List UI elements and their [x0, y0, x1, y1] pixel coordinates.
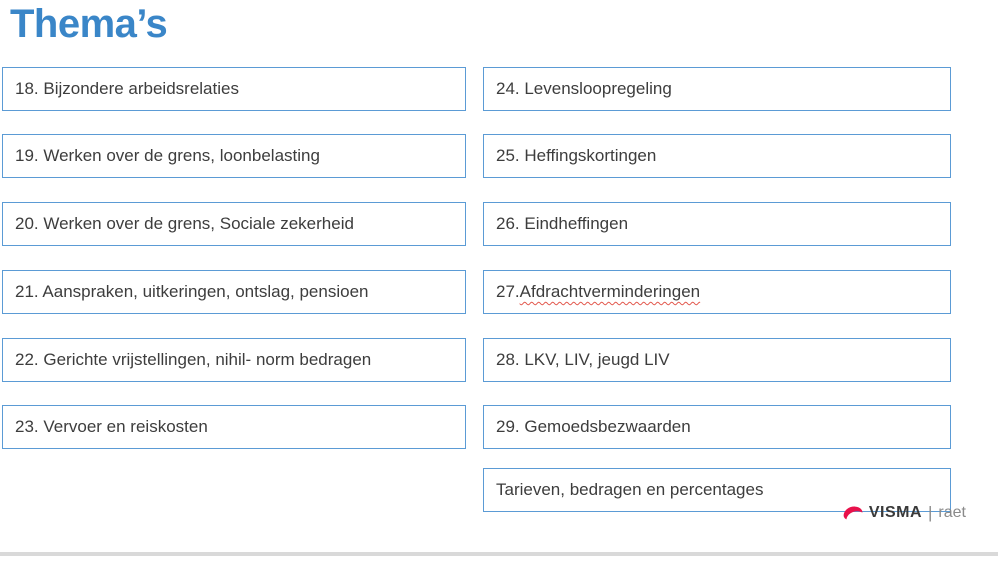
- theme-box-23-label: 23. Vervoer en reiskosten: [15, 417, 208, 436]
- theme-box-21[interactable]: 21. Aanspraken, uitkeringen, ontslag, pe…: [2, 270, 466, 314]
- theme-box-24-label: 24. Levensloopregeling: [496, 79, 672, 98]
- theme-box-24[interactable]: 24. Levensloopregeling: [483, 67, 951, 111]
- raet-wordmark: raet: [938, 504, 966, 521]
- theme-box-21-label: 21. Aanspraken, uitkeringen, ontslag, pe…: [15, 282, 369, 301]
- visma-swoosh-icon: [843, 506, 863, 520]
- theme-box-23[interactable]: 23. Vervoer en reiskosten: [2, 405, 466, 449]
- theme-box-28-label: 28. LKV, LIV, jeugd LIV: [496, 350, 670, 369]
- theme-box-25-label: 25. Heffingskortingen: [496, 146, 657, 165]
- theme-box-29-label: 29. Gemoedsbezwaarden: [496, 417, 691, 436]
- theme-box-20-label: 20. Werken over de grens, Sociale zekerh…: [15, 214, 354, 233]
- theme-box-26-label: 26. Eindheffingen: [496, 214, 629, 233]
- theme-box-22-label: 22. Gerichte vrijstellingen, nihil- norm…: [15, 350, 372, 369]
- theme-box-28[interactable]: 28. LKV, LIV, jeugd LIV: [483, 338, 951, 382]
- theme-box-29[interactable]: 29. Gemoedsbezwaarden: [483, 405, 951, 449]
- theme-box-25[interactable]: 25. Heffingskortingen: [483, 134, 951, 178]
- theme-box-27[interactable]: 27. Afdrachtverminderingen: [483, 270, 951, 314]
- theme-box-26[interactable]: 26. Eindheffingen: [483, 202, 951, 246]
- page-title: Thema’s: [10, 2, 168, 46]
- theme-box-18[interactable]: 18. Bijzondere arbeidsrelaties: [2, 67, 466, 111]
- theme-box-20[interactable]: 20. Werken over de grens, Sociale zekerh…: [2, 202, 466, 246]
- theme-box-tarieven[interactable]: Tarieven, bedragen en percentages: [483, 468, 951, 512]
- theme-box-tarieven-label: Tarieven, bedragen en percentages: [496, 480, 764, 499]
- logo-separator: |: [928, 503, 933, 522]
- theme-box-18-label: 18. Bijzondere arbeidsrelaties: [15, 79, 239, 98]
- theme-box-27-label-prefix: 27.: [496, 282, 520, 301]
- visma-wordmark: VISMA: [868, 504, 922, 521]
- visma-raet-logo: VISMA | raet: [842, 503, 966, 523]
- theme-box-22[interactable]: 22. Gerichte vrijstellingen, nihil- norm…: [2, 338, 466, 382]
- theme-box-19[interactable]: 19. Werken over de grens, loonbelasting: [2, 134, 466, 178]
- theme-box-27-label-word: Afdrachtverminderingen: [519, 282, 701, 301]
- bottom-divider: [0, 552, 998, 556]
- theme-box-19-label: 19. Werken over de grens, loonbelasting: [15, 146, 320, 165]
